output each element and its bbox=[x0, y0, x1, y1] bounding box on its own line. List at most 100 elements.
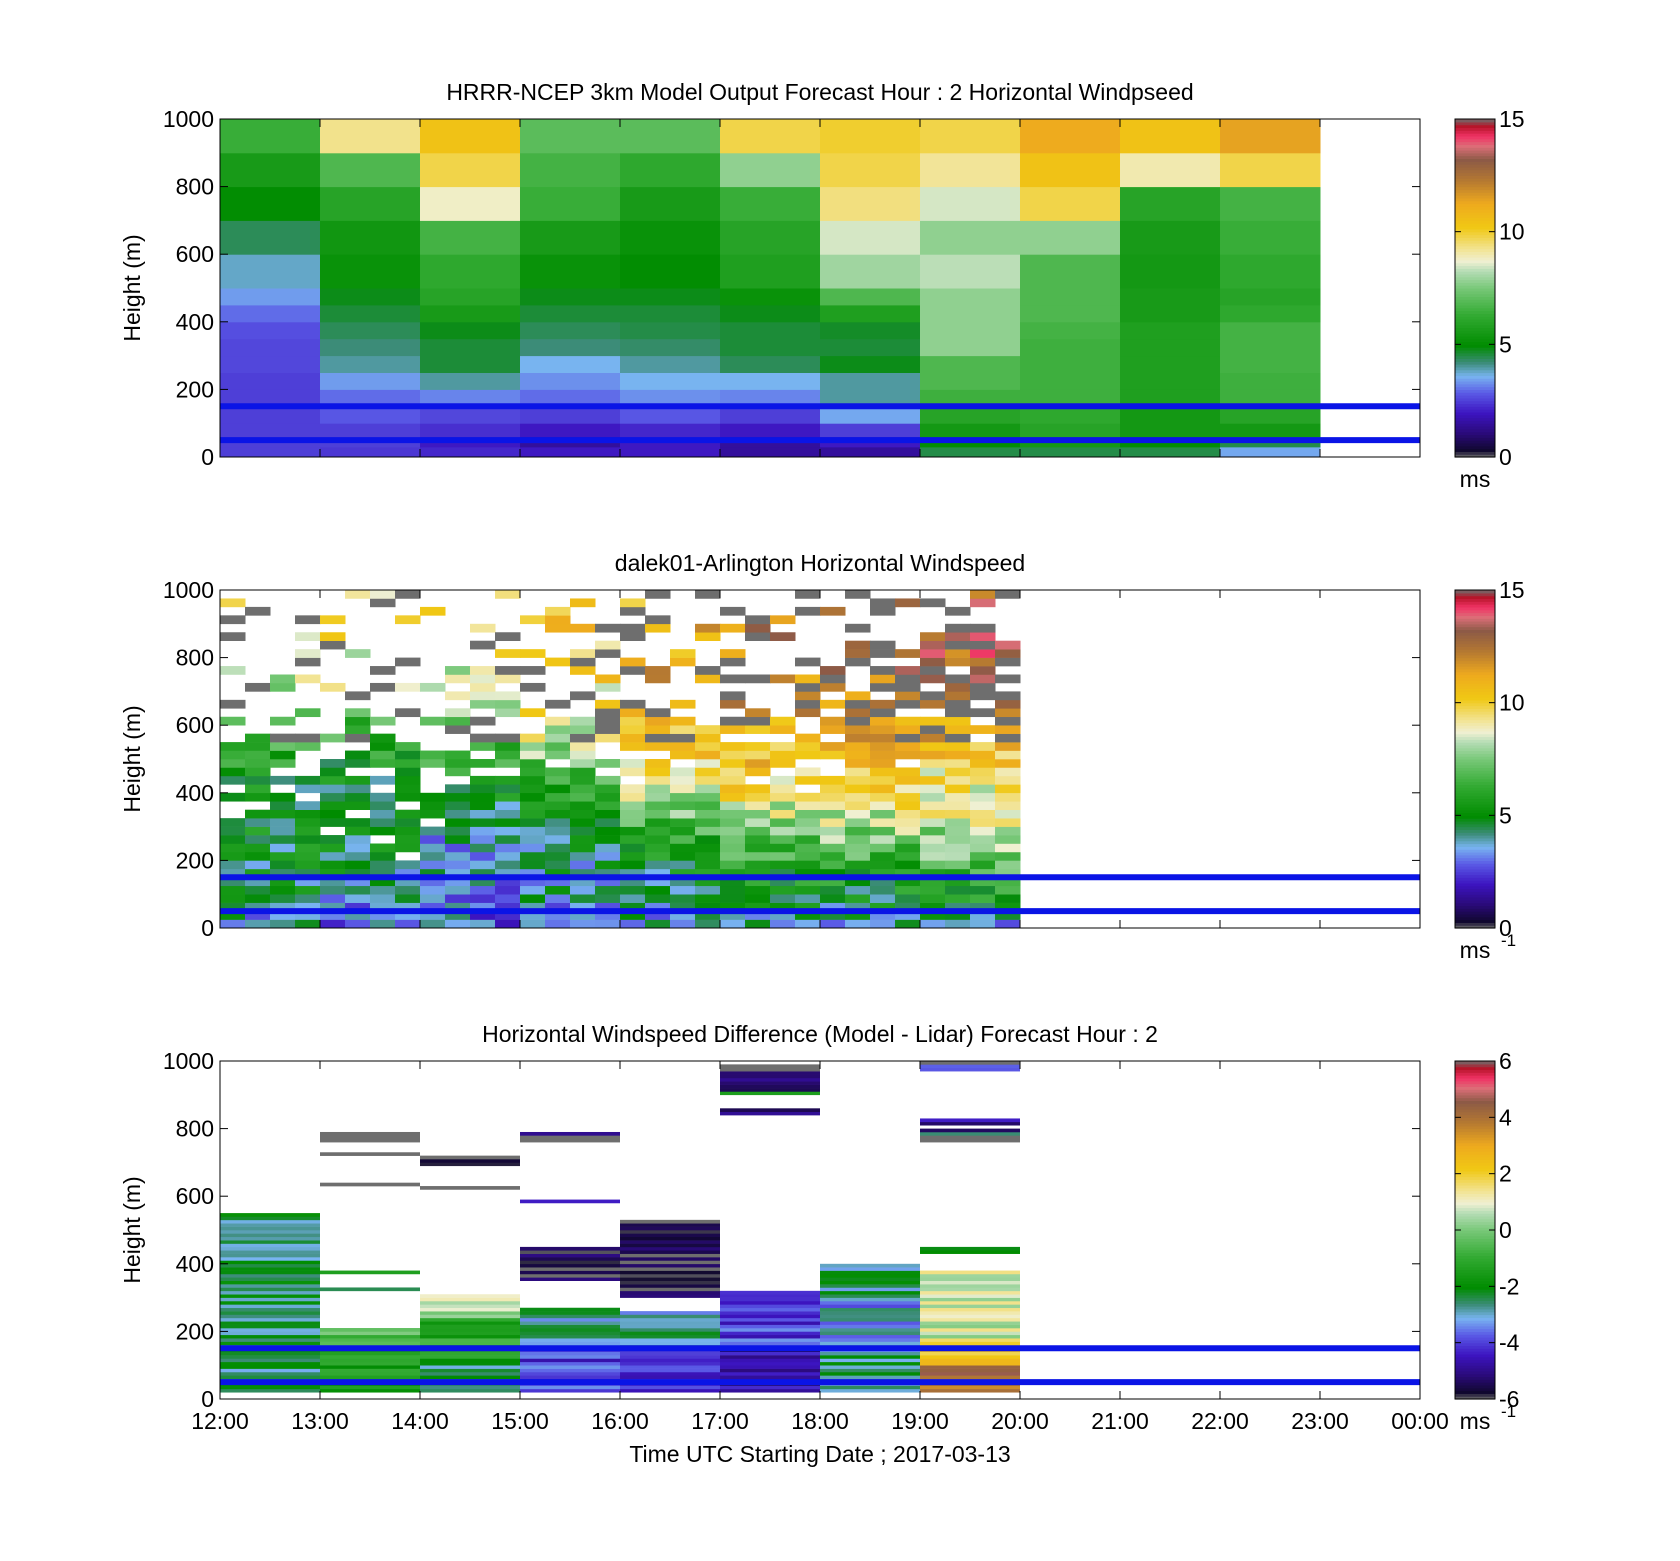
heatmap-cell bbox=[420, 606, 446, 616]
heatmap-cell bbox=[445, 792, 471, 802]
heatmap-cell bbox=[920, 1304, 1020, 1309]
heatmap-cell bbox=[320, 1388, 420, 1393]
colorbar-segment bbox=[1455, 161, 1495, 165]
lidar-heatmap bbox=[220, 590, 1021, 929]
colorbar-segment bbox=[1455, 759, 1495, 763]
heatmap-cell bbox=[420, 186, 521, 221]
heatmap-cell bbox=[345, 708, 371, 718]
colorbar-segment bbox=[1455, 606, 1495, 611]
heatmap-cell bbox=[520, 1253, 620, 1258]
heatmap-cell bbox=[895, 716, 921, 726]
heatmap-cell bbox=[220, 615, 246, 625]
heatmap-cell bbox=[995, 851, 1021, 861]
heatmap-cell bbox=[620, 1260, 720, 1265]
heatmap-cell bbox=[495, 590, 521, 599]
heatmap-cell bbox=[1120, 304, 1221, 323]
heatmap-cell bbox=[720, 1111, 820, 1116]
heatmap-cell bbox=[495, 759, 521, 768]
colorbar-segment bbox=[1455, 1148, 1495, 1152]
heatmap-cell bbox=[920, 1375, 1020, 1380]
colorbar-segment bbox=[1455, 1232, 1495, 1237]
heatmap-cell bbox=[770, 809, 796, 819]
heatmap-cell bbox=[520, 1324, 620, 1329]
heatmap-cell bbox=[470, 801, 496, 810]
heatmap-cell bbox=[395, 767, 421, 777]
colorbar-segment bbox=[1455, 217, 1495, 221]
heatmap-cell bbox=[620, 1371, 720, 1376]
heatmap-cell bbox=[545, 733, 571, 743]
colorbar-segment bbox=[1455, 1348, 1495, 1352]
heatmap-cell bbox=[870, 708, 896, 718]
colorbar-segment bbox=[1455, 885, 1495, 890]
heatmap-cell bbox=[720, 1361, 820, 1366]
heatmap-cell bbox=[795, 699, 821, 709]
colorbar-segment bbox=[1455, 651, 1495, 656]
heatmap-cell bbox=[495, 818, 521, 827]
heatmap-cell bbox=[220, 1253, 320, 1258]
heatmap-cell bbox=[720, 835, 746, 844]
heatmap-cell bbox=[620, 1355, 720, 1359]
heatmap-cell bbox=[845, 759, 871, 768]
heatmap-cell bbox=[795, 657, 821, 667]
colorbar-segment bbox=[1455, 913, 1495, 918]
heatmap-cell bbox=[1020, 220, 1121, 255]
colorbar-frame bbox=[1454, 118, 1496, 458]
colorbar-segment bbox=[1455, 341, 1495, 345]
heatmap-cell bbox=[745, 674, 771, 684]
heatmap-cell bbox=[570, 775, 596, 785]
colorbar-segment bbox=[1455, 829, 1495, 833]
heatmap-cell bbox=[420, 372, 521, 390]
colorbar-segment bbox=[1455, 1345, 1495, 1349]
heatmap-cell bbox=[220, 775, 246, 785]
heatmap-cell bbox=[420, 152, 521, 188]
colorbar-segment bbox=[1455, 843, 1495, 847]
heatmap-cell bbox=[995, 885, 1021, 895]
colorbar-segment bbox=[1455, 409, 1495, 413]
heatmap-cell bbox=[995, 691, 1021, 701]
colorbar-segment bbox=[1455, 874, 1495, 878]
colorbar-segment bbox=[1455, 623, 1495, 628]
y-tick-label: 800 bbox=[176, 645, 214, 671]
heatmap-cell bbox=[520, 423, 621, 438]
heatmap-cell bbox=[220, 843, 246, 853]
heatmap-cell bbox=[820, 750, 846, 760]
heatmap-cell bbox=[820, 1331, 920, 1336]
heatmap-cell bbox=[745, 725, 771, 734]
colorbar-tick-label: 10 bbox=[1499, 219, 1525, 245]
heatmap-cell bbox=[620, 725, 646, 734]
heatmap-cell bbox=[620, 826, 646, 836]
heatmap-cell bbox=[645, 911, 671, 920]
colorbar-segment bbox=[1455, 911, 1495, 915]
heatmap-cell bbox=[620, 1338, 720, 1342]
heatmap-cell bbox=[620, 1314, 720, 1319]
colorbar-segment bbox=[1455, 152, 1495, 157]
heatmap-cell bbox=[920, 1067, 1020, 1072]
heatmap-cell bbox=[470, 623, 496, 633]
colorbar-segment bbox=[1455, 1376, 1495, 1380]
heatmap-cell bbox=[845, 860, 871, 870]
heatmap-cell bbox=[345, 919, 371, 929]
heatmap-cell bbox=[420, 868, 446, 878]
colorbar-segment bbox=[1455, 1145, 1495, 1149]
heatmap-cell bbox=[470, 826, 496, 836]
heatmap-cell bbox=[445, 902, 471, 912]
heatmap-cell bbox=[395, 590, 421, 599]
colorbar-segment bbox=[1455, 792, 1495, 797]
colorbar-segment bbox=[1455, 899, 1495, 904]
heatmap-cell bbox=[220, 1223, 320, 1227]
heatmap-cell bbox=[270, 826, 296, 836]
heatmap-cell bbox=[495, 868, 521, 878]
heatmap-cell bbox=[620, 868, 646, 878]
heatmap-cell bbox=[820, 288, 921, 306]
colorbar-segment bbox=[1455, 1393, 1495, 1397]
colorbar-segment bbox=[1455, 254, 1495, 258]
colorbar-segment bbox=[1455, 787, 1495, 791]
colorbar-segment bbox=[1455, 612, 1495, 616]
heatmap-cell bbox=[320, 355, 421, 373]
heatmap-cell bbox=[920, 750, 946, 760]
heatmap-cell bbox=[495, 919, 521, 929]
heatmap-cell bbox=[995, 801, 1021, 810]
heatmap-cell bbox=[620, 1284, 720, 1288]
heatmap-cell bbox=[720, 792, 746, 802]
colorbar-segment bbox=[1455, 1379, 1495, 1383]
